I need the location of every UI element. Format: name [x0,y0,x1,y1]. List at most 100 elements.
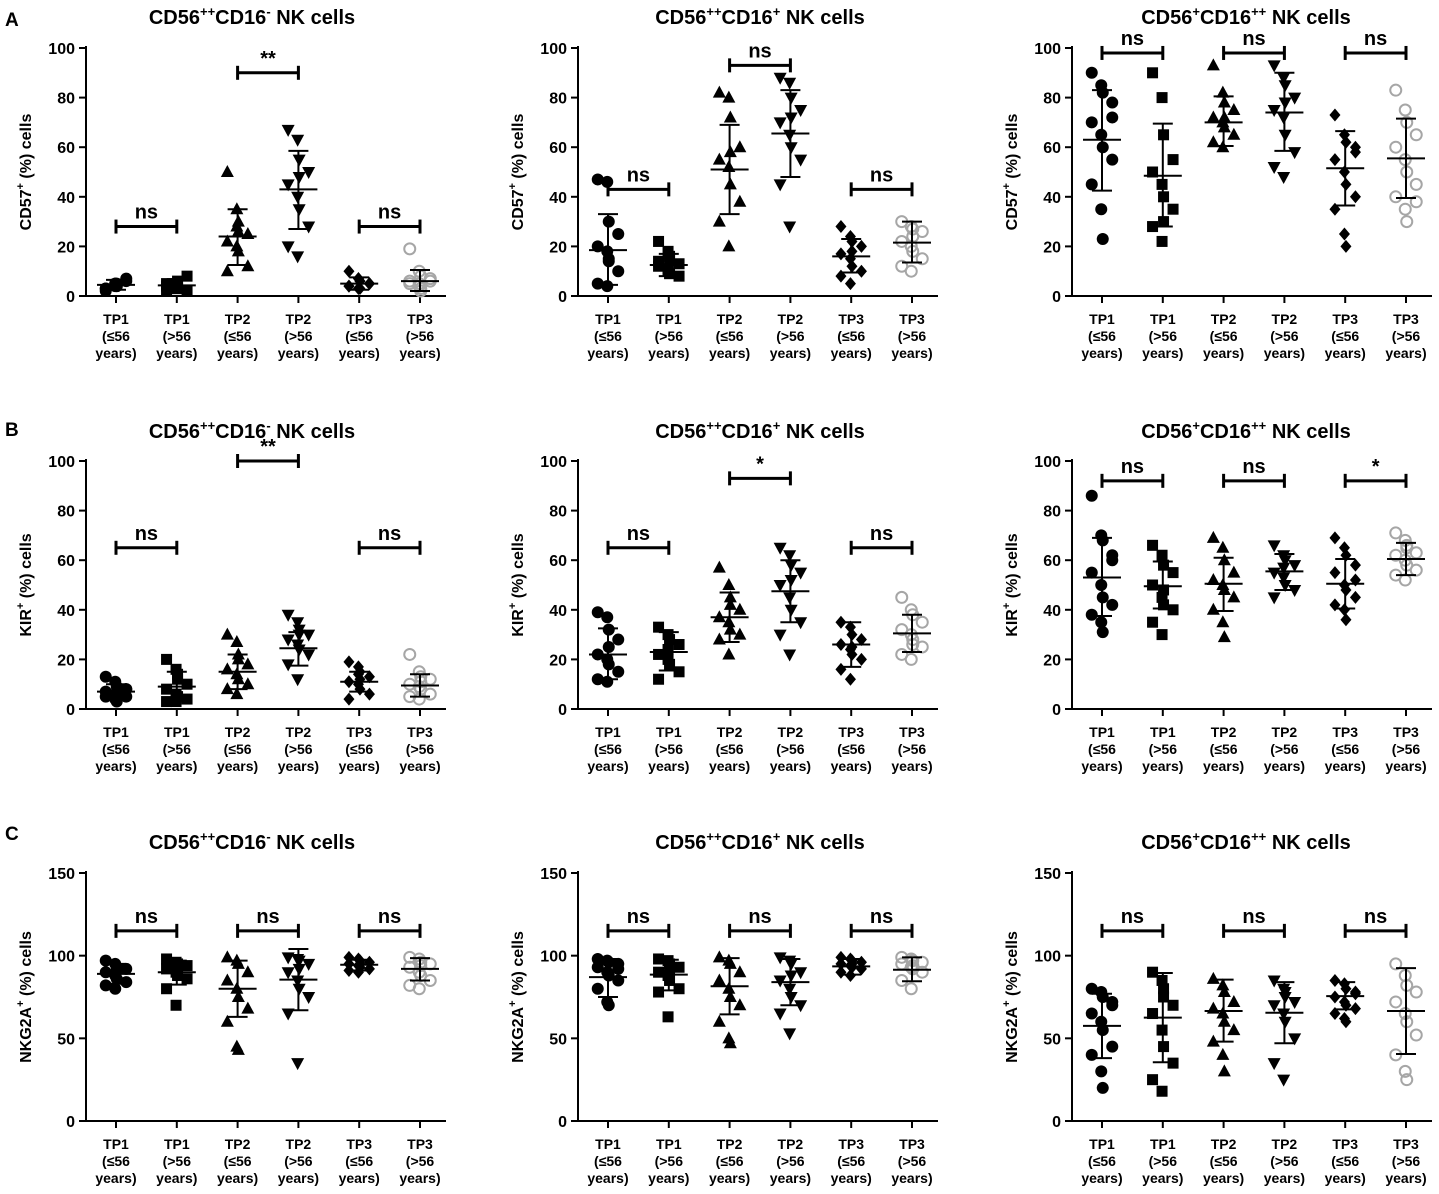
data-point [673,961,685,973]
data-point [673,983,685,995]
y-tick-label: 60 [1043,553,1061,570]
significance-label: ns [1121,456,1144,478]
x-tick-label: TP2 (>56 years) [1264,724,1305,774]
x-tick-label-line: years) [1081,1170,1122,1186]
data-point [733,998,747,1011]
x-tick-label: TP2 (≤56 years) [217,724,258,774]
data-point [794,105,808,117]
data-point [220,950,234,963]
x-tick-label-line: (>56 [1149,741,1178,757]
data-point [783,649,797,662]
data-point [1409,195,1423,209]
x-tick-label-line: (>56 [655,741,684,757]
data-point [794,1000,808,1013]
x-tick-label: TP3 (≤56 years) [1325,311,1366,361]
data-point [281,609,295,622]
significance-label: ns [870,164,893,186]
x-tick-label-line: years) [217,1170,258,1186]
x-tick-label-line: years) [1142,345,1183,361]
data-point [1085,489,1098,502]
significance-label: ns [1364,906,1387,928]
x-tick-label-line: years) [156,1170,197,1186]
x-tick-label: TP3 (≤56 years) [339,1136,380,1186]
y-axis-label: KIR+ (%) cells [1001,533,1021,636]
x-tick-label: TP1 (>56 years) [648,1136,689,1186]
y-tick-label: 20 [549,239,567,256]
data-point [1206,971,1220,984]
data-point [403,242,417,256]
y-axis-label-part: KIR [1004,609,1021,637]
data-point [1267,60,1281,73]
y-tick-label: 40 [57,603,75,620]
x-tick-label-line: TP3 [407,311,433,327]
data-point [1147,1074,1159,1086]
x-tick-label: TP1 (>56 years) [156,1136,197,1186]
chart-title-part: ++ [1251,829,1267,844]
data-point [99,670,112,683]
y-tick-label: 100 [540,949,567,966]
x-tick-label: TP2 (≤56 years) [217,1136,258,1186]
chart-title-part: CD56 [149,7,200,29]
x-tick-label-line: (≤56 [837,1153,865,1169]
y-axis-label-part: (%) cells [1004,114,1021,183]
x-tick-label: TP3 (≤56 years) [339,311,380,361]
x-tick-label-line: TP3 [899,311,925,327]
x-tick-label-line: years) [648,758,689,774]
y-tick-label: 20 [57,239,75,256]
data-point [712,973,726,986]
x-tick-label-line: years) [399,345,440,361]
data-point [1227,994,1241,1007]
x-tick-label: TP3 (>56 years) [1385,311,1426,361]
x-tick-label-line: (≤56 [224,328,252,344]
data-point [1329,153,1341,167]
data-point [712,950,726,963]
data-point [835,247,847,261]
data-point [1389,526,1403,540]
data-point [1400,215,1414,229]
y-axis-label-part: + [15,1000,27,1006]
significance-label: ns [870,906,893,928]
x-tick-label-line: years) [1081,345,1122,361]
data-point [363,670,375,684]
significance-label: ns [1242,28,1265,50]
y-axis-label: CD57+ (%) cells [15,114,35,231]
data-point [1338,603,1350,617]
chart-title-part: CD16 [1200,832,1251,854]
y-tick-label: 20 [57,652,75,669]
x-tick-label-line: TP3 [1332,311,1358,327]
y-axis-label: CD57+ (%) cells [1001,114,1021,231]
chart-title-part: ++ [200,4,216,19]
data-point [733,602,747,615]
x-tick-label-line: (>56 [898,1153,927,1169]
data-point [1288,584,1302,597]
y-axis-label-part: KIR [510,609,527,637]
x-tick-label-line: TP2 [1272,1136,1298,1152]
x-tick-label-line: years) [1325,1170,1366,1186]
x-tick-label-line: (≤56 [837,741,865,757]
x-tick-label-line: years) [278,1170,319,1186]
y-tick-label: 20 [549,652,567,669]
x-tick-label-line: TP3 [838,724,864,740]
data-point [1206,135,1220,148]
x-tick-label: TP1 (≤56 years) [587,724,628,774]
x-tick-label-line: years) [770,1170,811,1186]
chart-title-part: CD16 [722,421,773,443]
data-point [1147,966,1159,978]
data-point [1147,221,1159,233]
y-axis-label: NKG2A+ (%) cells [1001,931,1021,1063]
data-point [601,280,614,293]
data-point [1349,190,1361,204]
x-tick-label: TP3 (>56 years) [399,1136,440,1186]
data-point [1227,590,1241,603]
x-tick-label-line: (>56 [284,1153,313,1169]
x-tick-label-line: (≤56 [345,328,373,344]
x-tick-label-line: TP2 [1272,311,1298,327]
x-tick-label-line: years) [891,345,932,361]
y-axis-label-part: + [507,183,519,189]
x-tick-label: TP1 (≤56 years) [95,311,136,361]
data-point [1288,1033,1302,1046]
x-tick-label-line: TP3 [407,1136,433,1152]
data-point [1206,58,1220,71]
data-point [904,982,918,996]
x-tick-label: TP1 (≤56 years) [1081,1136,1122,1186]
